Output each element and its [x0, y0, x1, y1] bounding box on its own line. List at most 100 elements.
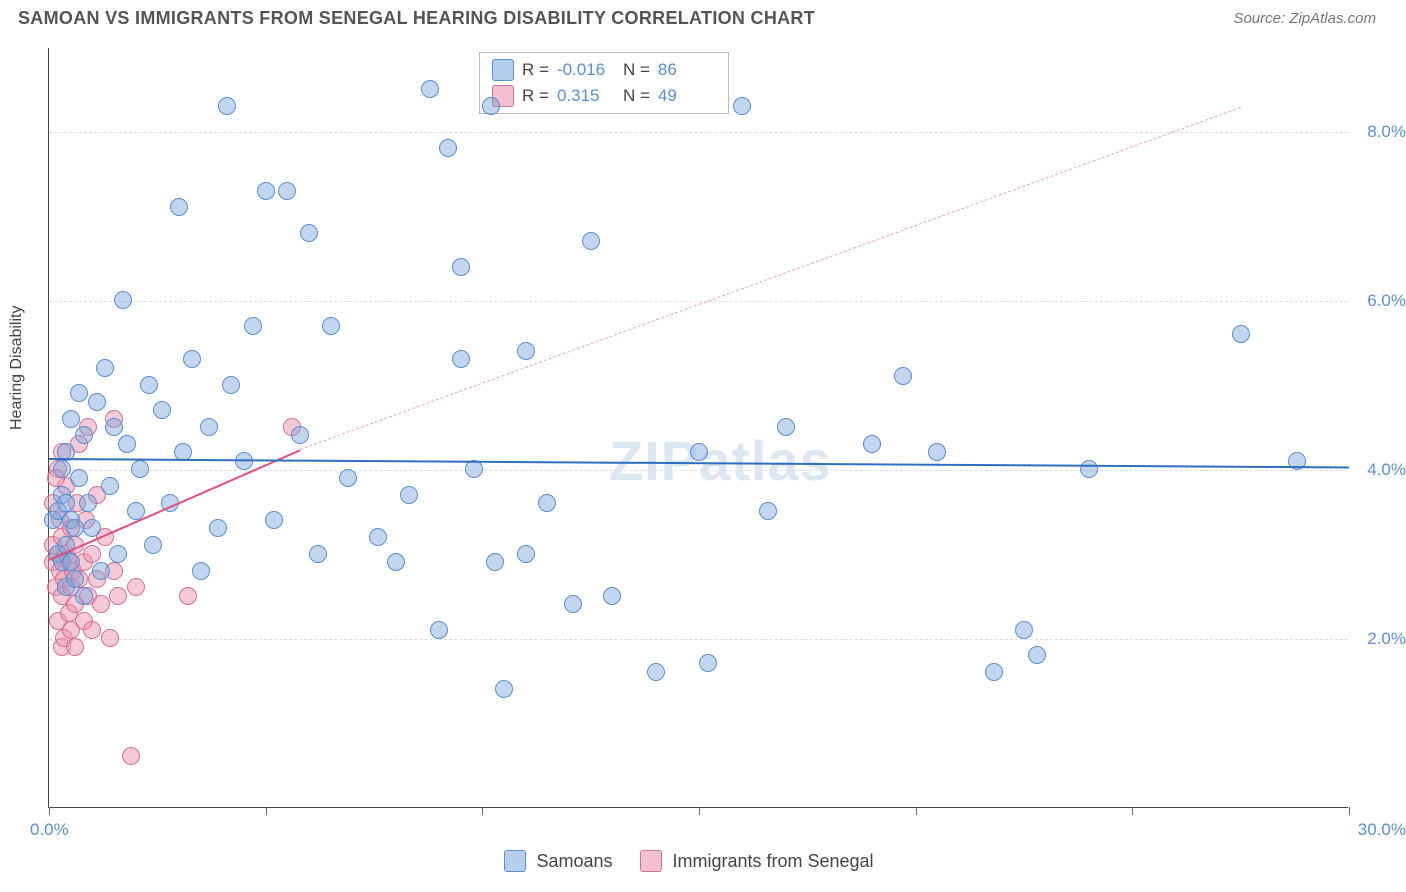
chart-source: Source: ZipAtlas.com [1233, 10, 1376, 27]
scatter-point [894, 367, 912, 385]
watermark: ZIPatlas [609, 428, 832, 493]
scatter-point [863, 435, 881, 453]
scatter-point [1080, 460, 1098, 478]
scatter-point [114, 291, 132, 309]
x-tick [266, 807, 267, 815]
scatter-point [127, 578, 145, 596]
scatter-point [101, 629, 119, 647]
scatter-point [733, 97, 751, 115]
scatter-point [369, 528, 387, 546]
scatter-point [140, 376, 158, 394]
scatter-point [62, 553, 80, 571]
scatter-point [105, 418, 123, 436]
y-tick-label: 8.0% [1367, 122, 1406, 142]
scatter-point [153, 401, 171, 419]
x-axis-min-label: 0.0% [30, 820, 69, 840]
scatter-point [70, 384, 88, 402]
scatter-point [70, 469, 88, 487]
scatter-point [1232, 325, 1250, 343]
scatter-point [88, 393, 106, 411]
scatter-point [1015, 621, 1033, 639]
x-tick [1132, 807, 1133, 815]
legend-swatch [640, 850, 662, 872]
legend-r-value: -0.016 [557, 60, 615, 80]
scatter-point [777, 418, 795, 436]
scatter-point [538, 494, 556, 512]
scatter-point [144, 536, 162, 554]
legend-n-label: N = [623, 60, 650, 80]
scatter-point [452, 258, 470, 276]
legend-series-label: Immigrants from Senegal [672, 851, 873, 872]
chart-title: SAMOAN VS IMMIGRANTS FROM SENEGAL HEARIN… [18, 8, 815, 29]
plot-wrapper: ZIPatlas R =-0.016N =86R =0.315N =49 2.0… [48, 48, 1348, 808]
scatter-point [928, 443, 946, 461]
scatter-point [218, 97, 236, 115]
legend-r-value: 0.315 [557, 86, 615, 106]
grid-line [49, 470, 1348, 471]
scatter-point [482, 97, 500, 115]
scatter-point [400, 486, 418, 504]
legend-r-label: R = [522, 86, 549, 106]
scatter-point [495, 680, 513, 698]
scatter-point [66, 638, 84, 656]
legend-n-value: 49 [658, 86, 716, 106]
scatter-point [101, 477, 119, 495]
scatter-point [53, 460, 71, 478]
scatter-point [257, 182, 275, 200]
scatter-point [439, 139, 457, 157]
legend-n-value: 86 [658, 60, 716, 80]
y-tick-label: 6.0% [1367, 291, 1406, 311]
scatter-point [465, 460, 483, 478]
scatter-point [291, 426, 309, 444]
scatter-point [92, 595, 110, 613]
scatter-point [118, 435, 136, 453]
scatter-point [244, 317, 262, 335]
scatter-point [699, 654, 717, 672]
legend-row: R = -0.016 N = 86 [492, 57, 716, 83]
scatter-point [83, 545, 101, 563]
scatter-point [603, 587, 621, 605]
scatter-point [75, 587, 93, 605]
scatter-point [339, 469, 357, 487]
legend-series: SamoansImmigrants from Senegal [48, 850, 1348, 872]
scatter-point [985, 663, 1003, 681]
scatter-point [66, 519, 84, 537]
scatter-point [759, 502, 777, 520]
scatter-point [183, 350, 201, 368]
scatter-point [309, 545, 327, 563]
x-tick [482, 807, 483, 815]
scatter-point [109, 545, 127, 563]
y-axis-label: Hearing Disability [8, 306, 26, 431]
scatter-point [57, 494, 75, 512]
scatter-point [109, 587, 127, 605]
x-tick [916, 807, 917, 815]
grid-line [49, 639, 1348, 640]
scatter-point [690, 443, 708, 461]
legend-n-label: N = [623, 86, 650, 106]
x-tick [1349, 807, 1350, 815]
scatter-point [83, 621, 101, 639]
scatter-point [265, 511, 283, 529]
scatter-point [192, 562, 210, 580]
scatter-point [278, 182, 296, 200]
scatter-point [75, 426, 93, 444]
scatter-point [582, 232, 600, 250]
x-axis-max-label: 30.0% [1358, 820, 1406, 840]
scatter-point [83, 519, 101, 537]
grid-line [49, 301, 1348, 302]
plot-area: ZIPatlas R =-0.016N =86R =0.315N =49 2.0… [48, 48, 1348, 808]
scatter-point [96, 359, 114, 377]
legend-correlation: R = -0.016 N = 86 R = 0.315 N = 49 [479, 52, 729, 114]
scatter-point [131, 460, 149, 478]
scatter-point [452, 350, 470, 368]
scatter-point [486, 553, 504, 571]
x-tick [699, 807, 700, 815]
trend-line [300, 107, 1241, 450]
scatter-point [564, 595, 582, 613]
legend-swatch [504, 850, 526, 872]
scatter-point [517, 342, 535, 360]
scatter-point [222, 376, 240, 394]
scatter-point [122, 747, 140, 765]
legend-r-label: R = [522, 60, 549, 80]
y-tick-label: 4.0% [1367, 460, 1406, 480]
